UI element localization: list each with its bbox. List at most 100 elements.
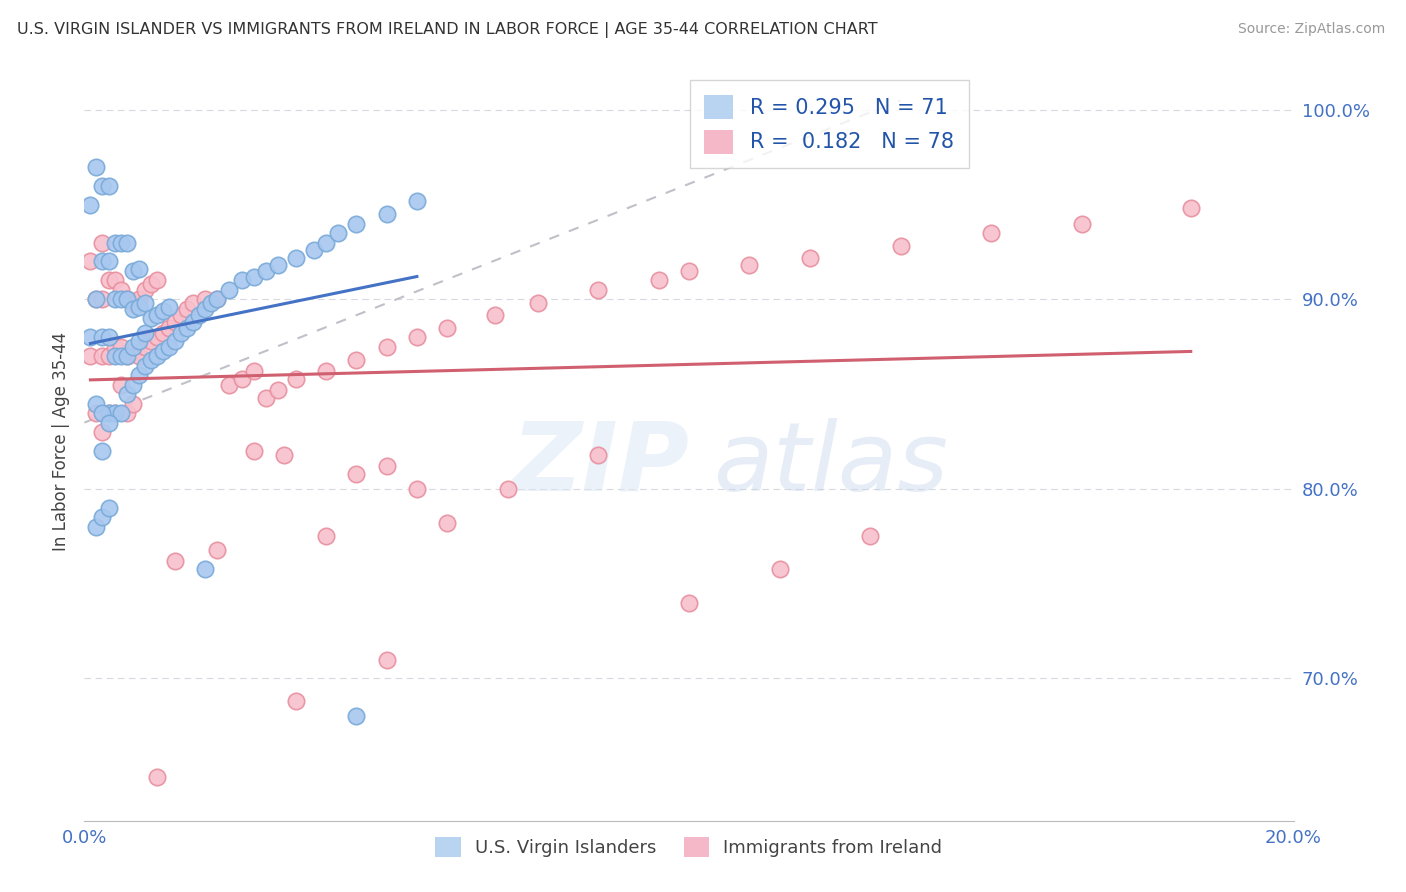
- Point: [134, 296, 156, 310]
- Text: Source: ZipAtlas.com: Source: ZipAtlas.com: [1237, 22, 1385, 37]
- Point: [152, 303, 174, 318]
- Point: [128, 368, 150, 383]
- Point: [346, 467, 368, 481]
- Point: [346, 709, 368, 723]
- Point: [231, 273, 253, 287]
- Point: [176, 301, 198, 316]
- Point: [104, 349, 127, 363]
- Point: [134, 340, 156, 354]
- Point: [346, 353, 368, 368]
- Point: [165, 334, 187, 348]
- Point: [139, 353, 162, 368]
- Point: [176, 320, 198, 334]
- Point: [194, 293, 217, 307]
- Point: [207, 542, 229, 557]
- Point: [859, 529, 882, 543]
- Point: [104, 273, 127, 287]
- Point: [188, 308, 211, 322]
- Point: [799, 251, 821, 265]
- Point: [157, 320, 180, 334]
- Point: [496, 482, 519, 496]
- Point: [110, 283, 132, 297]
- Point: [980, 226, 1002, 240]
- Text: U.S. VIRGIN ISLANDER VS IMMIGRANTS FROM IRELAND IN LABOR FORCE | AGE 35-44 CORRE: U.S. VIRGIN ISLANDER VS IMMIGRANTS FROM …: [17, 22, 877, 38]
- Point: [678, 264, 700, 278]
- Point: [254, 264, 277, 278]
- Point: [134, 326, 156, 341]
- Point: [890, 239, 912, 253]
- Point: [86, 160, 108, 174]
- Point: [207, 293, 229, 307]
- Point: [157, 340, 180, 354]
- Point: [375, 459, 398, 474]
- Y-axis label: In Labor Force | Age 35-44: In Labor Force | Age 35-44: [52, 332, 70, 551]
- Point: [97, 254, 120, 268]
- Point: [110, 235, 132, 250]
- Point: [79, 330, 101, 344]
- Point: [267, 258, 290, 272]
- Point: [328, 226, 350, 240]
- Point: [406, 482, 429, 496]
- Point: [218, 283, 240, 297]
- Point: [254, 391, 277, 405]
- Point: [527, 296, 550, 310]
- Point: [588, 283, 610, 297]
- Point: [181, 296, 204, 310]
- Point: [104, 235, 127, 250]
- Point: [86, 396, 108, 410]
- Point: [79, 197, 101, 211]
- Point: [115, 293, 138, 307]
- Point: [242, 364, 264, 378]
- Point: [315, 235, 337, 250]
- Point: [285, 694, 308, 708]
- Point: [121, 340, 143, 354]
- Point: [273, 448, 295, 462]
- Point: [79, 349, 101, 363]
- Point: [86, 520, 108, 534]
- Point: [86, 293, 108, 307]
- Point: [315, 529, 337, 543]
- Point: [315, 364, 337, 378]
- Point: [86, 293, 108, 307]
- Point: [738, 258, 761, 272]
- Point: [115, 293, 138, 307]
- Point: [91, 425, 114, 439]
- Point: [91, 349, 114, 363]
- Point: [375, 340, 398, 354]
- Point: [128, 300, 150, 314]
- Point: [484, 308, 506, 322]
- Point: [146, 349, 169, 363]
- Point: [121, 301, 143, 316]
- Point: [121, 396, 143, 410]
- Point: [134, 283, 156, 297]
- Point: [139, 334, 162, 348]
- Point: [170, 308, 193, 322]
- Point: [146, 330, 169, 344]
- Point: [91, 330, 114, 344]
- Point: [285, 251, 308, 265]
- Point: [91, 510, 114, 524]
- Point: [121, 345, 143, 359]
- Point: [97, 178, 120, 193]
- Point: [128, 349, 150, 363]
- Point: [588, 448, 610, 462]
- Point: [91, 444, 114, 458]
- Point: [218, 377, 240, 392]
- Text: ZIP: ZIP: [510, 417, 689, 511]
- Point: [97, 500, 120, 515]
- Point: [139, 277, 162, 292]
- Point: [375, 207, 398, 221]
- Point: [181, 315, 204, 329]
- Point: [170, 326, 193, 341]
- Point: [128, 262, 150, 277]
- Point: [110, 349, 132, 363]
- Point: [110, 377, 132, 392]
- Point: [121, 377, 143, 392]
- Point: [86, 406, 108, 420]
- Point: [285, 372, 308, 386]
- Point: [97, 406, 120, 420]
- Point: [267, 384, 290, 398]
- Point: [242, 269, 264, 284]
- Point: [115, 235, 138, 250]
- Point: [91, 235, 114, 250]
